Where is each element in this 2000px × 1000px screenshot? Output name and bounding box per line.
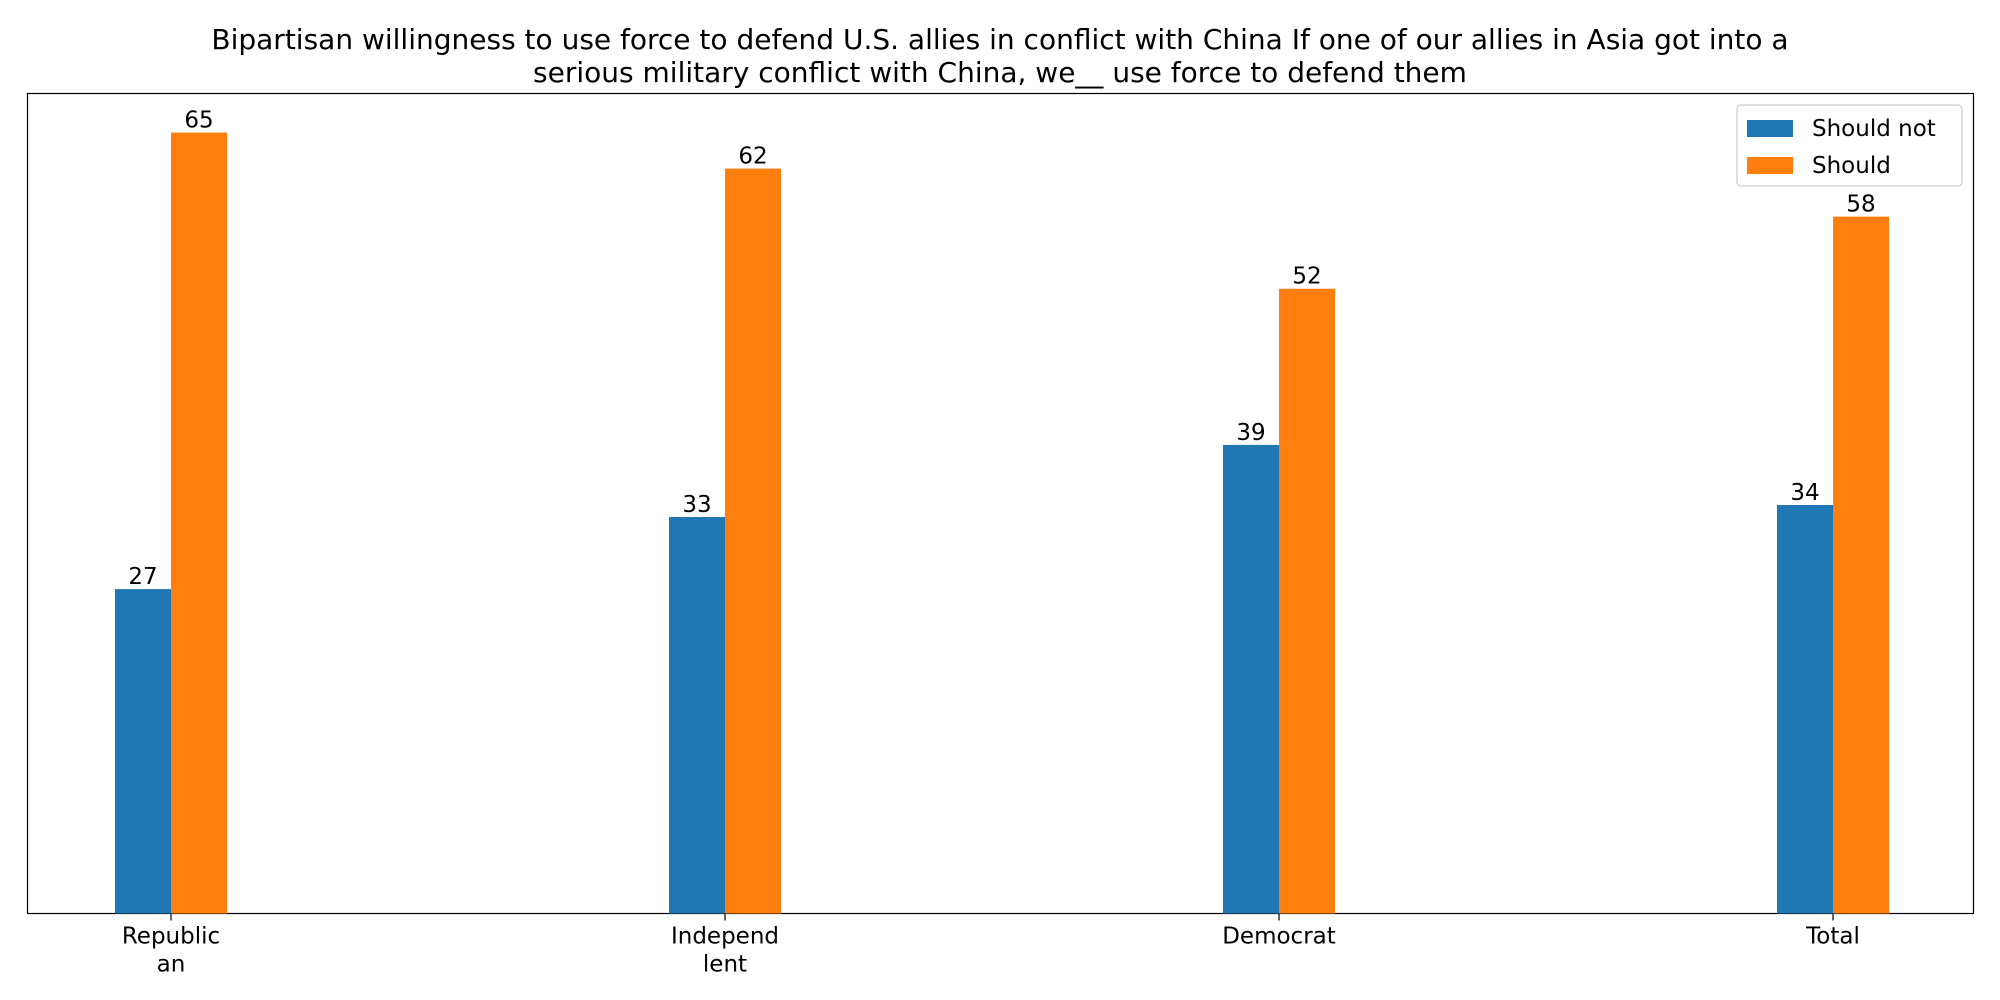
bar-should-2 [1279,288,1335,914]
bar-should-1 [725,168,781,914]
chart-title-line-2: serious military conflict with China, we… [533,56,1467,89]
bar-should-0 [171,132,227,914]
bar-should-not-1 [669,517,725,914]
legend-swatch-should [1747,157,1793,174]
bars [115,132,1889,914]
data-label-should-not-2: 39 [1236,420,1265,446]
legend: Should not Should [1736,104,1963,187]
legend-box [1736,104,1963,187]
x-tick-label-2: Democrat [1222,924,1336,950]
plot-area-frame [26,92,1975,915]
chart-title: Bipartisan willingness to use force to d… [211,23,1788,89]
data-labels: 27 33 39 34 65 62 52 58 [128,108,1875,591]
bar-should-3 [1833,216,1889,914]
data-label-should-2: 52 [1292,264,1321,290]
legend-label-should: Should [1812,153,1891,179]
data-label-should-not-3: 34 [1790,480,1819,506]
x-tick-label-1-line-1: Independ [671,924,779,950]
data-label-should-0: 65 [184,108,213,134]
x-tick-label-3: Total [1805,924,1860,950]
chart-title-line-1: Bipartisan willingness to use force to d… [211,23,1788,56]
data-label-should-not-1: 33 [682,492,711,518]
data-label-should-3: 58 [1846,192,1875,218]
bar-should-not-3 [1777,505,1833,914]
x-tick-label-0-line-1: Republic [122,924,220,950]
legend-swatch-should-not [1747,120,1793,137]
data-label-should-not-0: 27 [128,564,157,590]
bar-should-not-2 [1223,444,1279,914]
data-label-should-1: 62 [738,144,767,170]
legend-label-should-not: Should not [1812,116,1936,142]
bar-should-not-0 [115,589,171,914]
x-tick-label-1-line-2: lent [703,952,747,978]
x-tick-label-0-line-2: an [157,952,186,978]
